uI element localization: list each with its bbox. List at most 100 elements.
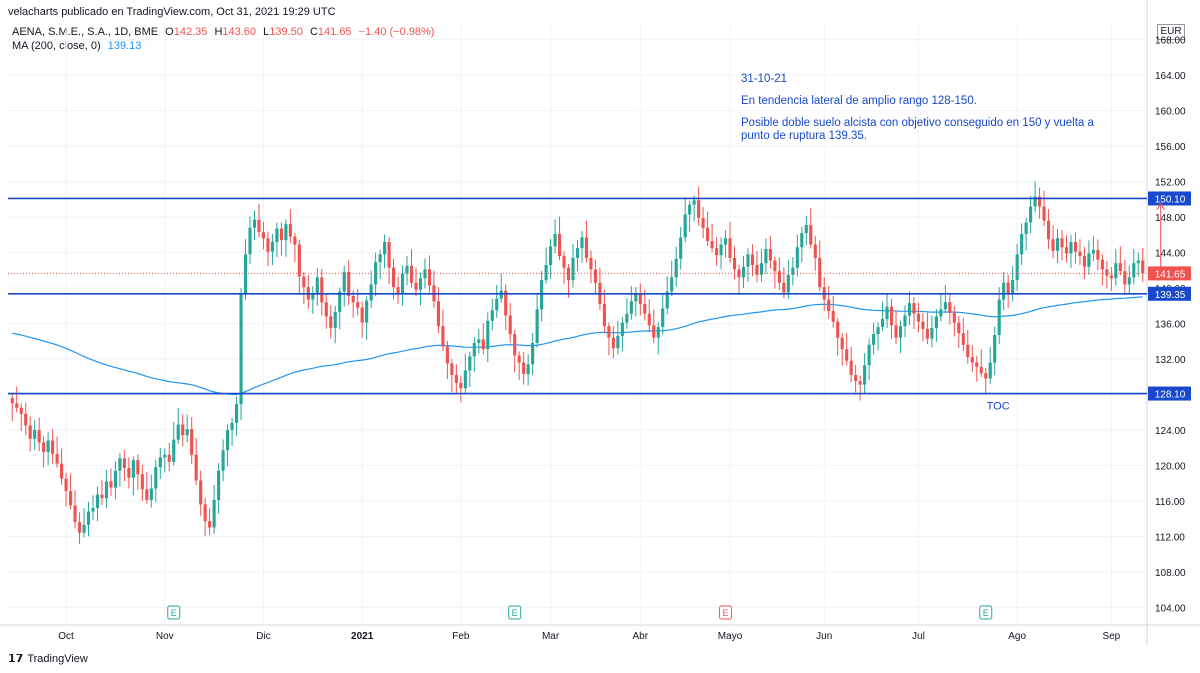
symbol-name: AENA, S.M.E., S.A., 1D, BME xyxy=(12,26,159,38)
low-value: 139.50 xyxy=(269,26,303,38)
level-tag-label: 139.35 xyxy=(1155,290,1186,301)
last-price-label: 141.65 xyxy=(1155,269,1186,280)
candle-body xyxy=(1024,222,1028,234)
candle-body xyxy=(100,494,104,499)
candle-body xyxy=(925,328,929,339)
candle-body xyxy=(176,424,180,440)
earnings-marker-icon xyxy=(979,605,993,620)
candle-body xyxy=(1073,241,1078,252)
candle-body xyxy=(531,343,535,365)
candle-body xyxy=(499,290,503,299)
candle-body xyxy=(912,303,916,314)
candle-body xyxy=(858,381,862,385)
candle-body xyxy=(934,316,938,328)
candle-body xyxy=(1123,271,1127,285)
candle-body xyxy=(549,246,553,265)
footer: 𝟭𝟳 TradingView xyxy=(8,652,88,666)
candle-body xyxy=(1141,260,1145,274)
ma-200-line xyxy=(12,296,1143,396)
candle-body xyxy=(60,463,64,479)
candle-body xyxy=(773,260,777,272)
candle-body xyxy=(347,272,351,297)
candle-body xyxy=(270,241,275,252)
candle-body xyxy=(149,488,153,500)
x-tick-label: Mayo xyxy=(718,631,743,642)
candle-body xyxy=(602,303,606,327)
y-tick-label: 160.00 xyxy=(1155,107,1186,118)
candle-body xyxy=(1042,206,1046,221)
candle-body xyxy=(221,450,225,471)
candle-body xyxy=(495,298,499,311)
candle-body xyxy=(42,442,46,453)
earnings-marker-label: E xyxy=(983,608,989,618)
y-tick-label: 116.00 xyxy=(1155,497,1185,508)
candle-body xyxy=(427,269,432,286)
candle-body xyxy=(324,302,328,317)
candle-body xyxy=(939,309,943,317)
x-tick-label: Oct xyxy=(58,631,74,642)
candle-body xyxy=(118,458,122,471)
candle-body xyxy=(1064,247,1069,254)
candle-body xyxy=(827,299,831,312)
candle-body xyxy=(984,373,988,379)
candle-body xyxy=(593,269,598,283)
candle-body xyxy=(504,290,508,316)
candle-body xyxy=(679,237,683,259)
candle-body xyxy=(948,302,952,313)
candle-body xyxy=(19,407,23,414)
candle-body xyxy=(629,301,633,314)
candle-body xyxy=(723,238,728,245)
candle-body xyxy=(1100,259,1104,270)
candle-body xyxy=(391,267,396,288)
candle-body xyxy=(414,282,418,290)
candle-body xyxy=(791,267,795,275)
candle-body xyxy=(571,257,575,281)
candle-body xyxy=(15,403,19,408)
candle-body xyxy=(154,467,158,489)
last-price-tag xyxy=(1148,266,1191,281)
high-label: H xyxy=(214,26,223,38)
candle-body xyxy=(1046,220,1051,240)
candle-body xyxy=(24,413,28,426)
low-label: L xyxy=(263,26,270,38)
candle-body xyxy=(768,249,772,261)
candle-body xyxy=(441,326,445,347)
candle-body xyxy=(266,238,270,252)
candle-body xyxy=(562,256,566,268)
candle-body xyxy=(634,293,638,302)
candle-body xyxy=(795,247,799,268)
candle-body xyxy=(620,322,624,336)
x-tick-label: Mar xyxy=(542,631,560,642)
earnings-marker-icon xyxy=(719,605,733,620)
close-label: C xyxy=(309,26,318,38)
candle-body xyxy=(396,287,400,294)
candle-body xyxy=(1015,254,1019,281)
x-tick-label: Nov xyxy=(156,631,174,642)
currency-badge[interactable]: EUR xyxy=(1157,24,1185,40)
candle-body xyxy=(104,481,109,499)
candle-body xyxy=(463,370,467,389)
candle-body xyxy=(970,357,974,363)
candle-body xyxy=(481,339,485,350)
candle-body xyxy=(342,272,346,292)
y-tick-label: 124.00 xyxy=(1155,426,1186,437)
candle-body xyxy=(1127,277,1131,285)
candle-body xyxy=(566,267,571,281)
x-tick-label: Feb xyxy=(452,631,470,642)
open-label: O xyxy=(165,26,174,38)
candle-body xyxy=(181,424,185,436)
candle-body xyxy=(697,200,701,218)
candle-body xyxy=(979,366,983,374)
candle-body xyxy=(728,238,732,258)
candle-body xyxy=(208,521,212,528)
candle-body xyxy=(845,349,849,361)
candle-body xyxy=(885,306,889,320)
candle-body xyxy=(288,224,292,237)
candle-body xyxy=(508,315,512,335)
candle-body xyxy=(351,296,355,303)
annotation-date: 31-10-21 xyxy=(741,73,788,85)
candle-body xyxy=(77,522,82,533)
candle-body xyxy=(51,440,55,454)
candle-body xyxy=(185,429,189,436)
